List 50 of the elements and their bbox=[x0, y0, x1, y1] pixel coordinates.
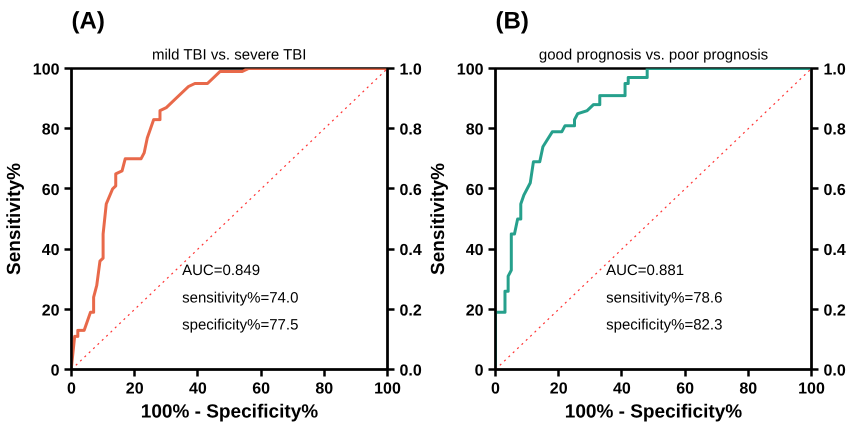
x-tick-label: 40 bbox=[189, 380, 207, 398]
text: (A) bbox=[72, 8, 105, 34]
annotation: AUC=0.849 bbox=[182, 262, 260, 280]
annotation: specificity%=77.5 bbox=[182, 316, 298, 334]
y-tick-label: 100 bbox=[456, 62, 484, 78]
y2-tick-label: 0.4 bbox=[400, 242, 422, 260]
x-tick-label: 60 bbox=[252, 380, 270, 398]
y-tick-label: 100 bbox=[32, 62, 60, 78]
y2-tick-label: 0.8 bbox=[400, 122, 422, 139]
x-tick-label: 20 bbox=[550, 380, 568, 398]
y-axis-title: Sensitivity% bbox=[428, 162, 449, 275]
text: (B) bbox=[496, 8, 529, 34]
annotation: sensitivity%=74.0 bbox=[182, 289, 298, 306]
chart-title: good prognosis vs. poor prognosis bbox=[538, 46, 768, 64]
y-tick-label: 0 bbox=[474, 362, 484, 380]
y2-tick-label: 0.0 bbox=[400, 362, 422, 380]
x-tick-label: 60 bbox=[676, 380, 694, 398]
x-tick-label: 0 bbox=[491, 380, 500, 398]
annotation: sensitivity%=78.6 bbox=[606, 289, 722, 306]
x-tick-label: 20 bbox=[126, 380, 144, 398]
x-tick-label: 80 bbox=[315, 380, 334, 398]
y2-tick-label: 0.2 bbox=[400, 302, 422, 320]
x-axis-title: 100% - Specificity% bbox=[564, 402, 742, 422]
y-tick-label: 20 bbox=[42, 302, 60, 320]
y-tick-label: 60 bbox=[42, 182, 60, 199]
x-tick-label: 100 bbox=[374, 380, 401, 398]
annotation: AUC=0.881 bbox=[606, 262, 684, 280]
y-tick-label: 80 bbox=[42, 122, 60, 139]
y2-tick-label: 0.8 bbox=[824, 122, 846, 139]
y-tick-label: 0 bbox=[50, 362, 60, 380]
y-tick-label: 20 bbox=[466, 302, 484, 320]
y2-tick-label: 0.4 bbox=[824, 242, 846, 260]
x-tick-label: 0 bbox=[67, 380, 76, 398]
y-tick-label: 60 bbox=[466, 182, 484, 199]
x-tick-label: 80 bbox=[739, 380, 758, 398]
y-tick-label: 80 bbox=[466, 122, 484, 139]
y-tick-label: 40 bbox=[466, 242, 484, 260]
chart-title: mild TBI vs. severe TBI bbox=[152, 46, 306, 64]
x-axis-title: 100% - Specificity% bbox=[140, 402, 318, 422]
annotation: specificity%=82.3 bbox=[606, 316, 722, 334]
y-tick-label: 40 bbox=[42, 242, 60, 260]
y2-tick-label: 0.6 bbox=[824, 182, 846, 199]
y2-tick-label: 0.6 bbox=[400, 182, 422, 199]
y2-tick-label: 1.0 bbox=[824, 62, 846, 78]
y2-tick-label: 0.2 bbox=[824, 302, 846, 320]
y2-tick-label: 0.0 bbox=[824, 362, 846, 380]
y2-tick-label: 1.0 bbox=[400, 62, 422, 78]
x-tick-label: 40 bbox=[613, 380, 631, 398]
y-axis-title: Sensitivity% bbox=[4, 162, 25, 275]
x-tick-label: 100 bbox=[798, 380, 825, 398]
